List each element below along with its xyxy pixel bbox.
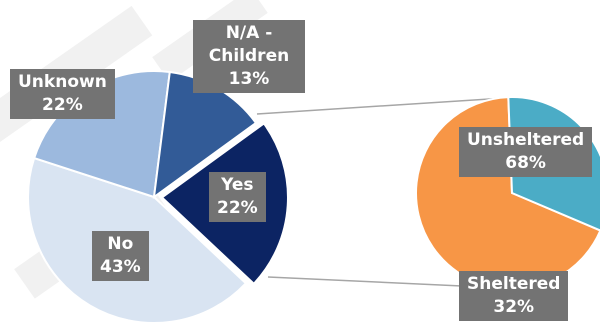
breakdown-pie [415, 96, 600, 290]
slice-label-value: 22% [217, 198, 258, 218]
slice-label-value: 32% [493, 297, 535, 317]
connector-line-top [256, 97, 506, 115]
slice-label-name: Unknown [18, 72, 107, 92]
slice-label-value: 68% [505, 153, 546, 173]
slice-label-name: Sheltered [467, 274, 561, 294]
slice-label-na-children: N/A - Children 13% [193, 20, 305, 93]
slice-label-name: Yes [221, 175, 254, 195]
slice-label-sheltered: Sheltered 32% [459, 271, 569, 321]
slice-label-no: No 43% [92, 231, 149, 281]
slice-label-name: N/A - Children [208, 23, 290, 66]
slice-label-name: No [107, 234, 134, 254]
slice-label-yes: Yes 22% [209, 172, 266, 222]
slice-label-unsheltered: Unsheltered 68% [459, 127, 593, 177]
slice-label-value: 13% [228, 69, 270, 89]
slice-label-value: 22% [42, 95, 83, 115]
slice-label-unknown: Unknown 22% [10, 69, 115, 119]
slice-label-name: Unsheltered [467, 130, 585, 150]
slice-label-value: 43% [100, 257, 141, 277]
